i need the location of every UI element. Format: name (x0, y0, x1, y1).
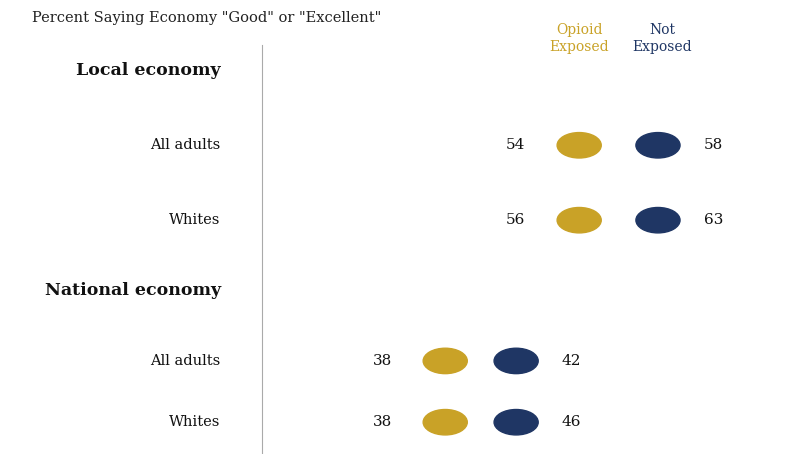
Text: All adults: All adults (151, 138, 221, 152)
Circle shape (494, 348, 538, 374)
Text: Percent Saying Economy "Good" or "Excellent": Percent Saying Economy "Good" or "Excell… (32, 11, 381, 25)
Text: 56: 56 (506, 213, 526, 227)
Text: National economy: National economy (44, 282, 221, 299)
Text: All adults: All adults (151, 354, 221, 368)
Circle shape (557, 207, 601, 233)
Text: Not
Exposed: Not Exposed (632, 23, 692, 54)
Text: 63: 63 (704, 213, 723, 227)
Text: Whites: Whites (169, 213, 221, 227)
Circle shape (636, 207, 680, 233)
Circle shape (636, 133, 680, 158)
Text: Local economy: Local economy (76, 62, 221, 79)
Text: 38: 38 (373, 415, 392, 429)
Text: 38: 38 (373, 354, 392, 368)
Text: 42: 42 (562, 354, 582, 368)
Text: 46: 46 (562, 415, 582, 429)
Circle shape (557, 133, 601, 158)
Circle shape (494, 410, 538, 435)
Text: Whites: Whites (169, 415, 221, 429)
Circle shape (423, 410, 467, 435)
Circle shape (423, 348, 467, 374)
Text: Opioid
Exposed: Opioid Exposed (549, 23, 609, 54)
Text: 58: 58 (704, 138, 723, 152)
Text: 54: 54 (506, 138, 526, 152)
